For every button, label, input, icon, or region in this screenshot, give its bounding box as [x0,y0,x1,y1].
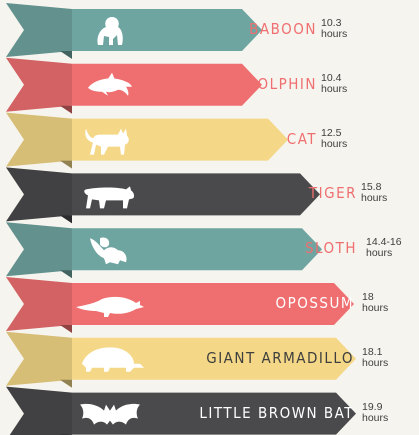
animal-row [6,331,356,388]
cat-icon [85,128,129,155]
hours-number: 15.8 [361,181,382,194]
hours-unit: hours [321,28,348,40]
ribbon-fold [60,379,72,388]
animal-name: OPOSSUM [275,294,354,312]
animal-name: DOLPHIN [245,74,317,93]
hours-value: 12.5 hours [321,126,348,150]
ribbon-band [72,228,322,271]
ribbon-tail [6,222,72,277]
hours-value: 10.4 hours [321,71,348,95]
animal-row [6,386,356,435]
hours-number: 14.4-16 [366,236,402,249]
baboon-icon [97,17,123,45]
animal-row [6,167,320,224]
hours-number: 18.1 [362,345,383,358]
bat-icon [80,403,140,425]
hours-value: 18 hours [362,292,388,314]
hours-number: 12.5 [321,126,342,139]
ribbon-band [72,173,320,216]
animal-name: CAT [286,129,317,148]
hours-unit: hours [362,356,389,369]
hours-unit: hours [366,247,393,260]
hours-value: 15.8 hours [361,182,387,204]
ribbon-tail [6,167,72,222]
ribbon-tail [6,112,72,167]
hours-value: 14.4-16 hours [366,237,402,259]
ribbon-fold [60,160,72,169]
ribbon-tail [6,386,72,435]
animal-name: SLOTH [304,239,357,258]
armadillo-icon [82,347,144,372]
ribbon-fold [60,215,72,224]
ribbon-fold [60,270,72,279]
hours-unit: hours [321,82,348,95]
ribbon-tail [6,277,72,331]
hours-value: 10.3 hours [321,18,347,40]
hours-unit: hours [321,137,348,150]
tiger-icon [84,186,135,209]
animal-row [6,112,288,169]
ribbon-fold [60,325,72,333]
hours-unit: hours [362,411,389,424]
animal-name: LITTLE BROWN BAT [199,403,354,422]
ribbon-tail [6,3,72,57]
sloth-icon [90,237,127,265]
dolphin-icon [88,72,132,96]
animal-name: BABOON [249,20,317,38]
animal-row [6,57,262,114]
animal-name: GIANT ARMADILLO [206,348,354,367]
hours-unit: hours [362,302,389,314]
animal-name: TIGER [308,184,357,203]
hours-unit: hours [361,192,388,205]
hours-number: 10.3 [321,17,342,29]
hours-value: 19.9 hours [362,400,389,424]
ribbon-band [72,392,356,435]
ribbon-tail [6,57,72,112]
animal-row [6,277,354,333]
animal-row [6,222,322,279]
ribbon-band [72,283,354,325]
animal-row [6,3,262,59]
hours-value: 18.1 hours [362,345,389,369]
hours-number: 18 [362,291,374,303]
ribbon-fold [60,51,72,59]
ribbon-tail [6,331,72,386]
ribbon-fold [60,105,72,114]
ribbon-band [72,337,356,380]
opossum-icon [76,296,144,317]
hours-number: 19.9 [362,400,383,413]
hours-number: 10.4 [321,71,342,84]
ribbon-band [72,63,262,106]
